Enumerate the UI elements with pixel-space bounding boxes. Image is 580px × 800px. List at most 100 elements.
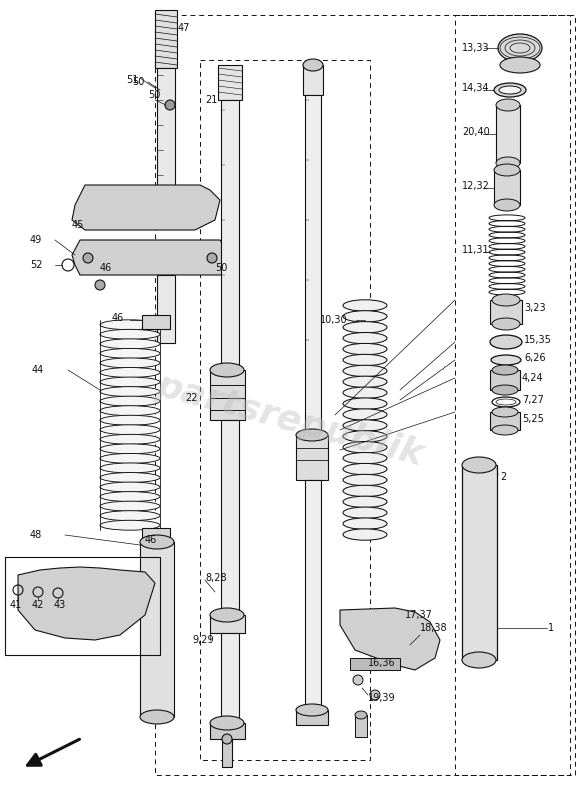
Ellipse shape	[100, 415, 160, 425]
Ellipse shape	[343, 474, 387, 486]
Text: 42: 42	[32, 600, 45, 610]
Bar	[221, 633, 239, 723]
Ellipse shape	[370, 690, 380, 700]
Ellipse shape	[498, 34, 542, 62]
Ellipse shape	[100, 425, 160, 434]
Bar	[494, 170, 520, 205]
Text: 1: 1	[548, 623, 554, 633]
Ellipse shape	[207, 253, 217, 263]
Ellipse shape	[343, 333, 387, 344]
Bar	[303, 65, 323, 95]
Ellipse shape	[222, 734, 232, 744]
Bar	[462, 465, 497, 660]
Ellipse shape	[500, 57, 540, 73]
Ellipse shape	[303, 59, 323, 71]
Text: 9,29: 9,29	[192, 635, 213, 645]
Ellipse shape	[83, 253, 93, 263]
Bar	[350, 658, 400, 670]
Bar	[490, 412, 520, 430]
Ellipse shape	[496, 157, 520, 169]
Ellipse shape	[100, 358, 160, 368]
Polygon shape	[340, 608, 440, 670]
Ellipse shape	[100, 330, 160, 339]
Bar	[210, 370, 245, 420]
Ellipse shape	[343, 442, 387, 453]
Ellipse shape	[343, 518, 387, 530]
Text: 47: 47	[178, 23, 190, 33]
Polygon shape	[72, 240, 230, 275]
Ellipse shape	[100, 396, 160, 406]
Ellipse shape	[491, 355, 521, 365]
Ellipse shape	[296, 429, 328, 441]
Bar	[210, 723, 245, 739]
Ellipse shape	[343, 463, 387, 474]
Text: 20,40: 20,40	[462, 127, 490, 137]
Ellipse shape	[100, 444, 160, 454]
Bar	[490, 300, 522, 324]
Ellipse shape	[100, 320, 160, 330]
Ellipse shape	[100, 473, 160, 482]
Text: 3,23: 3,23	[524, 303, 546, 313]
Text: 50: 50	[132, 77, 144, 87]
Bar	[142, 315, 170, 329]
Text: 12,32: 12,32	[462, 181, 490, 191]
Bar	[218, 65, 242, 100]
Text: 4,24: 4,24	[522, 373, 543, 383]
Ellipse shape	[343, 310, 387, 322]
Text: 5,25: 5,25	[522, 414, 544, 424]
Polygon shape	[18, 567, 155, 640]
Text: 52: 52	[30, 260, 42, 270]
Ellipse shape	[100, 377, 160, 387]
Ellipse shape	[462, 457, 496, 473]
Ellipse shape	[210, 716, 244, 730]
Ellipse shape	[100, 492, 160, 502]
Ellipse shape	[343, 300, 387, 311]
Ellipse shape	[343, 343, 387, 354]
Text: 2: 2	[500, 472, 506, 482]
Ellipse shape	[100, 339, 160, 349]
Bar	[210, 615, 245, 633]
Bar	[296, 435, 328, 480]
Ellipse shape	[343, 529, 387, 540]
Text: 11,31: 11,31	[462, 245, 490, 255]
Text: 45: 45	[72, 220, 84, 230]
Ellipse shape	[343, 507, 387, 518]
Text: 46: 46	[145, 535, 157, 545]
Text: 21: 21	[205, 95, 218, 105]
Text: 19,39: 19,39	[368, 693, 396, 703]
Bar	[221, 100, 239, 370]
Ellipse shape	[100, 434, 160, 444]
Text: 22: 22	[185, 393, 198, 403]
Text: 13,33: 13,33	[462, 43, 490, 53]
Ellipse shape	[140, 710, 174, 724]
Ellipse shape	[492, 318, 520, 330]
Polygon shape	[72, 185, 220, 230]
Text: 16,36: 16,36	[368, 658, 396, 668]
Text: 51: 51	[126, 75, 139, 85]
Ellipse shape	[492, 294, 520, 306]
Ellipse shape	[210, 608, 244, 622]
Bar	[305, 480, 321, 710]
Ellipse shape	[353, 675, 363, 685]
Ellipse shape	[100, 386, 160, 397]
Text: 41: 41	[10, 600, 22, 610]
Ellipse shape	[343, 322, 387, 333]
Bar	[155, 10, 177, 68]
Text: 7,27: 7,27	[522, 395, 544, 405]
Text: 50: 50	[215, 263, 227, 273]
Ellipse shape	[100, 349, 160, 358]
Ellipse shape	[343, 387, 387, 398]
Bar	[305, 95, 321, 435]
Ellipse shape	[496, 99, 520, 111]
Ellipse shape	[343, 354, 387, 366]
Ellipse shape	[100, 501, 160, 511]
Ellipse shape	[343, 430, 387, 442]
Text: 48: 48	[30, 530, 42, 540]
Text: 49: 49	[30, 235, 42, 245]
Ellipse shape	[494, 199, 520, 211]
Ellipse shape	[499, 86, 521, 94]
Ellipse shape	[343, 496, 387, 507]
Ellipse shape	[462, 652, 496, 668]
Ellipse shape	[95, 280, 105, 290]
Ellipse shape	[210, 363, 244, 377]
